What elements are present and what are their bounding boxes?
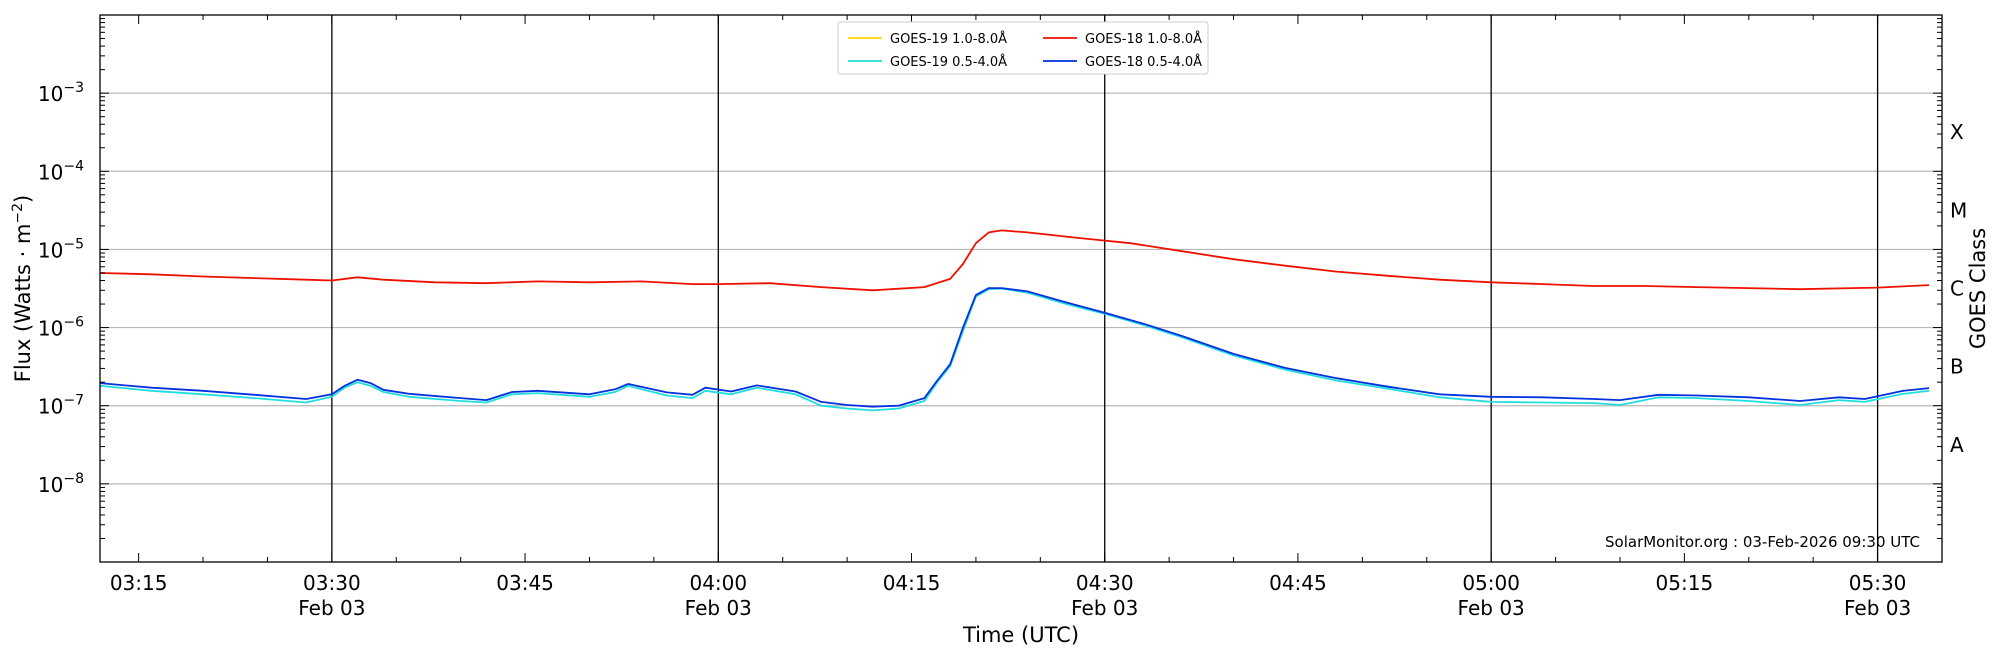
x-axis-label: Time (UTC) [962, 623, 1079, 647]
goes-class-axis-label: GOES Class [1966, 228, 1990, 349]
series-layer [99, 229, 1930, 412]
legend-box [837, 21, 1209, 75]
y-axis-label: Flux (Watts · m−2) [10, 195, 35, 383]
legend-label: GOES-19 1.0-8.0Å [890, 31, 1007, 47]
x-tick-label: 04:30 [1076, 571, 1134, 595]
goes-class-label: M [1950, 198, 1967, 222]
credit-text: SolarMonitor.org : 03-Feb-2026 09:30 UTC [1605, 533, 1920, 551]
x-tick-label: 03:45 [496, 571, 554, 595]
x-tick-label: 04:15 [883, 571, 941, 595]
y-tick-label: 10−4 [38, 158, 84, 184]
grid-layer [100, 92, 1942, 485]
x-tick-label: 05:15 [1656, 571, 1714, 595]
y-tick-label: 10−5 [38, 236, 84, 262]
vertical-lines-layer [331, 15, 1879, 562]
x-tick-label: 05:00 [1462, 571, 1520, 595]
x-tick-date-label: Feb 03 [1458, 596, 1525, 620]
legend: GOES-19 1.0-8.0Å GOES-19 0.5-4.0Å GOES-18 … [837, 21, 1209, 75]
x-tick-label: 05:30 [1849, 571, 1907, 595]
x-tick-label: 03:15 [110, 571, 168, 595]
y-tick-label: 10−8 [38, 471, 84, 497]
x-tick-label: 04:00 [689, 571, 747, 595]
series-line [99, 287, 1930, 408]
y-axis-ticks: 10−8 10−7 10−6 10−5 10−4 10−3 [38, 18, 1942, 563]
goes-class-label: A [1950, 433, 1964, 457]
x-tick-date-label: Feb 03 [1071, 596, 1138, 620]
x-tick-label: 04:45 [1269, 571, 1327, 595]
legend-label: GOES-18 1.0-8.0Å [1085, 31, 1202, 47]
x-tick-label: 03:30 [303, 571, 361, 595]
x-tick-date-label: Feb 03 [1844, 596, 1911, 620]
goes-class-labels: A B C M X [1950, 120, 1967, 457]
goes-class-label: B [1950, 355, 1964, 379]
legend-label: GOES-19 0.5-4.0Å [890, 54, 1007, 70]
y-tick-label: 10−3 [38, 80, 84, 106]
plot-frame [99, 14, 1943, 563]
y-tick-label: 10−6 [38, 315, 84, 341]
series-line [99, 229, 1930, 292]
goes-class-label: C [1950, 277, 1964, 301]
goes-class-label: X [1950, 120, 1964, 144]
y-tick-label: 10−7 [38, 393, 84, 419]
legend-label: GOES-18 0.5-4.0Å [1085, 54, 1202, 70]
series-line [99, 287, 1930, 412]
x-tick-date-label: Feb 03 [685, 596, 752, 620]
x-tick-date-label: Feb 03 [298, 596, 365, 620]
